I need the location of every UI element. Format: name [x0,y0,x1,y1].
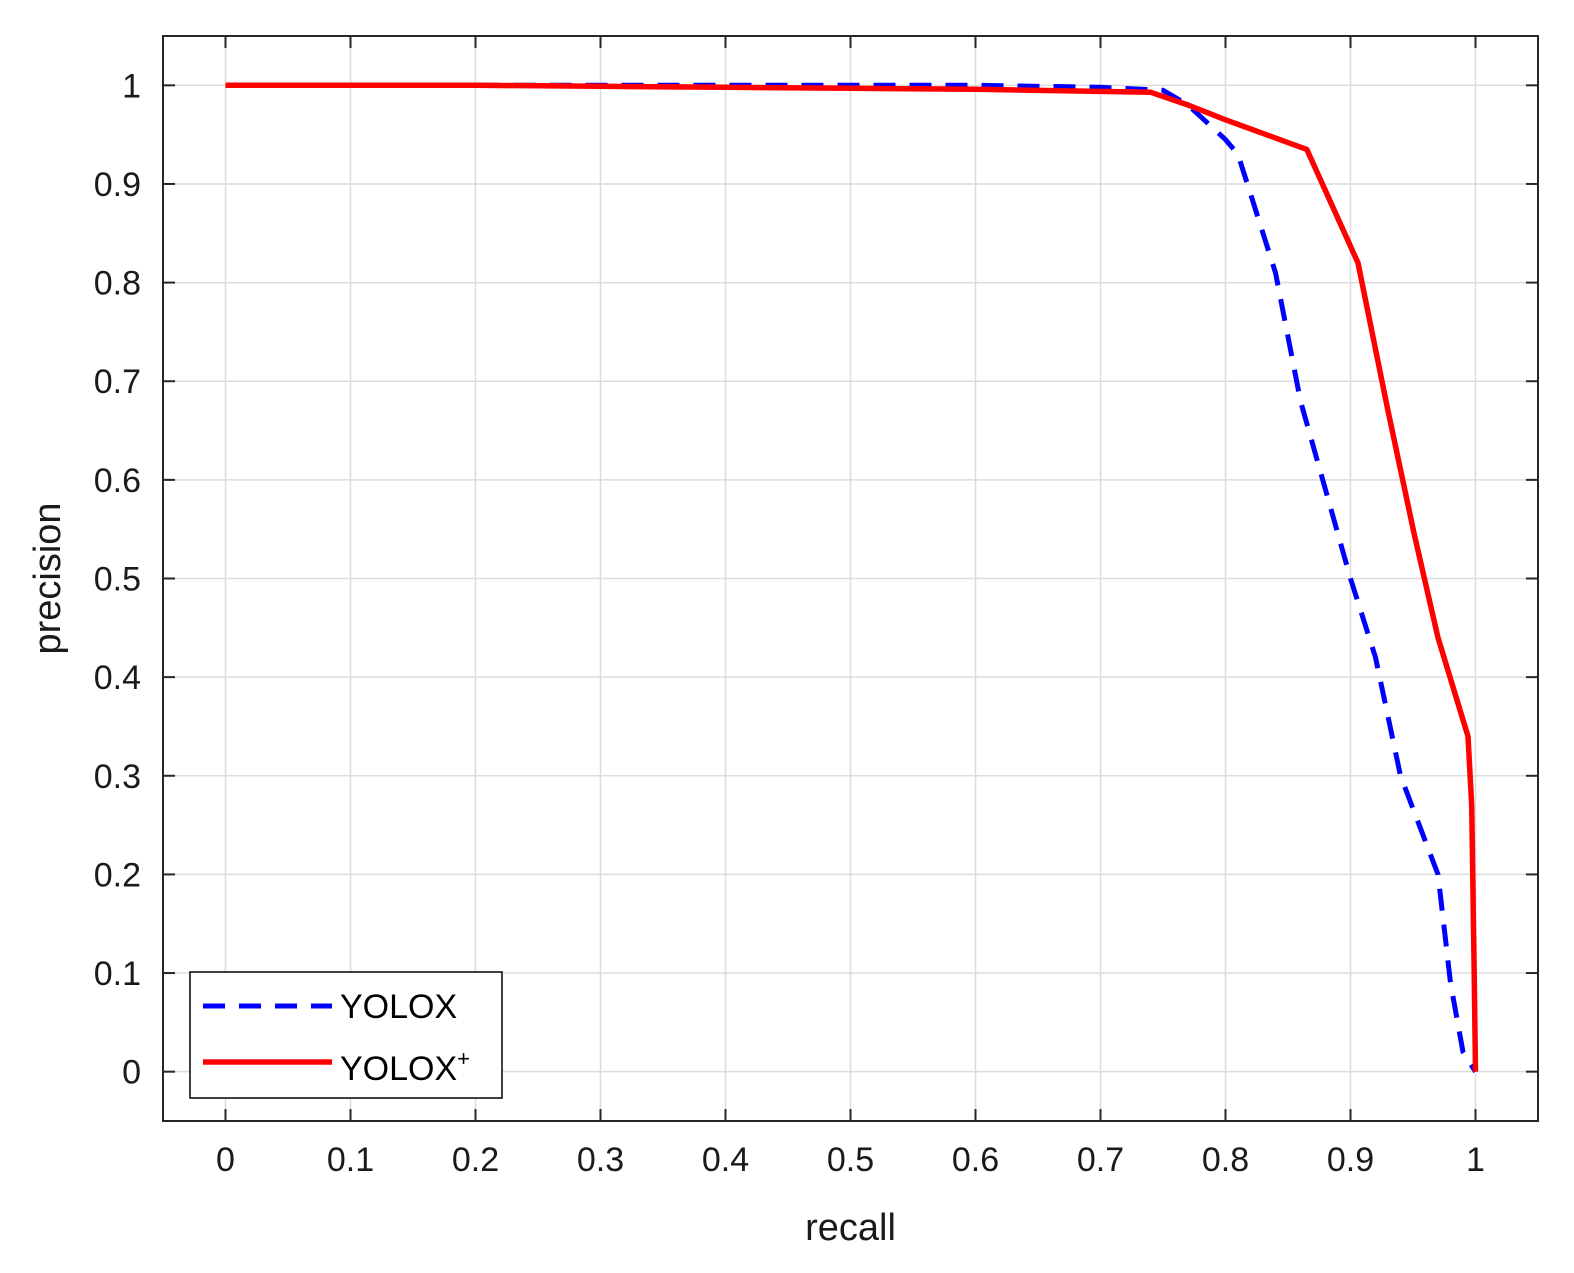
x-tick-label: 0.5 [827,1141,874,1179]
axis-ticks [163,36,1538,1121]
y-tick-label: 0.6 [94,462,141,500]
x-tick-label: 0.7 [1077,1141,1124,1179]
y-tick-label: 0 [122,1054,141,1092]
legend-label-yolox-plus-text: YOLOX [340,1050,457,1088]
y-tick-labels: 0 0.1 0.2 0.3 0.4 0.5 0.6 0.7 0.8 0.9 1 [94,67,141,1091]
legend-box [189,971,503,1099]
x-tick-label: 0.8 [1202,1141,1249,1179]
y-tick-label: 1 [122,67,141,105]
x-tick-label: 0.3 [577,1141,624,1179]
y-tick-label: 0.2 [94,856,141,894]
legend-label-yolox-plus: YOLOX+ [340,1046,470,1088]
x-tick-label: 0.4 [702,1141,749,1179]
x-axis-title: recall [805,1207,896,1249]
series-line-yolox-plus [225,82,1479,1072]
y-tick-label: 0.7 [94,363,141,401]
x-tick-label: 0.9 [1327,1141,1374,1179]
x-tick-label: 0 [216,1141,235,1179]
y-tick-label: 0.4 [94,659,141,697]
y-tick-label: 0.3 [94,758,141,796]
y-tick-label: 0.5 [94,561,141,599]
x-tick-label: 1 [1466,1141,1485,1179]
y-tick-label: 0.8 [94,265,141,303]
x-tick-label: 0.1 [327,1141,374,1179]
y-axis-title: precision [27,502,69,654]
legend: YOLOX YOLOX+ [189,971,503,1099]
legend-label-yolox: YOLOX [340,988,457,1026]
x-tick-labels: 0 0.1 0.2 0.3 0.4 0.5 0.6 0.7 0.8 0.9 1 [216,1141,1485,1179]
y-tick-label: 0.9 [94,166,141,204]
legend-label-yolox-plus-superscript: + [457,1046,470,1071]
x-tick-label: 0.2 [452,1141,499,1179]
legend-label-yolox-text: YOLOX [340,988,457,1026]
x-tick-label: 0.6 [952,1141,999,1179]
series-layer [225,82,1479,1074]
y-tick-label: 0.1 [94,955,141,993]
